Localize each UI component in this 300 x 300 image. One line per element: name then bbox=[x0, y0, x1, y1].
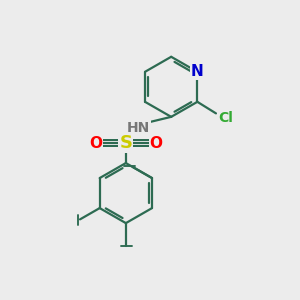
Text: O: O bbox=[150, 136, 163, 151]
Text: N: N bbox=[191, 64, 204, 79]
Text: Cl: Cl bbox=[218, 111, 233, 125]
Text: HN: HN bbox=[126, 121, 150, 135]
Text: O: O bbox=[89, 136, 102, 151]
Text: S: S bbox=[119, 134, 132, 152]
